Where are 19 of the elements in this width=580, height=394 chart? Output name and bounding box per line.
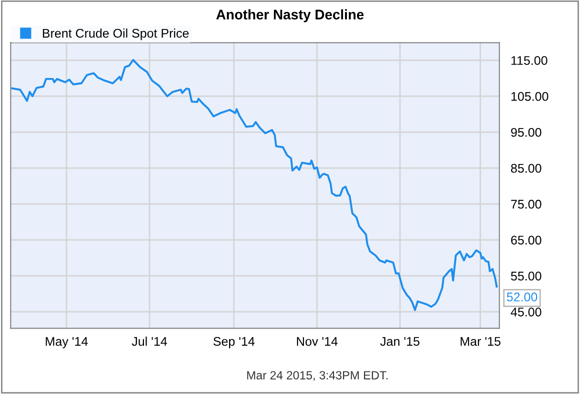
y-tick-label: 45.00: [510, 308, 542, 316]
x-tick-label: Mar '15: [460, 337, 500, 346]
line-series: [11, 58, 498, 311]
y-tick-label: 55.00: [510, 272, 542, 281]
annotation: 52.00: [506, 292, 538, 302]
x-tick-label: Jan '15: [380, 337, 420, 346]
y-tick-label: 95.00: [511, 128, 542, 137]
y-tick-label: 75.00: [511, 200, 542, 209]
x-tick-label: May '14: [46, 337, 88, 348]
legend-label: Brent Crude Oil Spot Price: [42, 28, 189, 40]
x-tick-label: Jul '14: [132, 336, 168, 346]
y-tick-label: 85.00: [511, 164, 542, 173]
text: Mar 24 2015, 3:43PM EDT.: [247, 371, 388, 381]
x-tick-label: Sep '14: [213, 336, 255, 348]
y-tick-label: 105.00: [511, 92, 548, 101]
x-tick-label: Nov '14: [296, 337, 338, 346]
y-tick-label: 65.00: [511, 236, 542, 245]
chart-title: Another Nasty Decline: [216, 9, 364, 22]
y-tick-label: 115.00: [511, 56, 548, 65]
